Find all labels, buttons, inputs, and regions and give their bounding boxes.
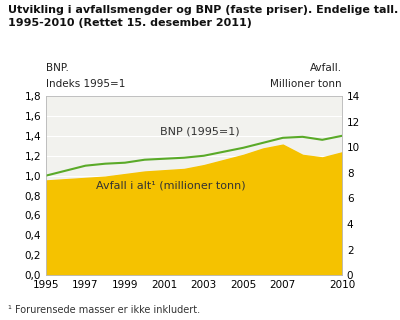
Text: BNP.: BNP. <box>46 63 69 73</box>
Text: ¹ Forurensede masser er ikke inkludert.: ¹ Forurensede masser er ikke inkludert. <box>8 305 200 315</box>
Text: Avfall.: Avfall. <box>310 63 342 73</box>
Text: Indeks 1995=1: Indeks 1995=1 <box>46 79 125 89</box>
Text: BNP (1995=1): BNP (1995=1) <box>160 127 240 137</box>
Text: Avfall i alt¹ (millioner tonn): Avfall i alt¹ (millioner tonn) <box>96 180 245 191</box>
Text: Utvikling i avfallsmengder og BNP (faste priser). Endelige tall.: Utvikling i avfallsmengder og BNP (faste… <box>8 5 398 15</box>
Text: 1995-2010 (Rettet 15. desember 2011): 1995-2010 (Rettet 15. desember 2011) <box>8 18 252 28</box>
Text: Millioner tonn: Millioner tonn <box>270 79 342 89</box>
